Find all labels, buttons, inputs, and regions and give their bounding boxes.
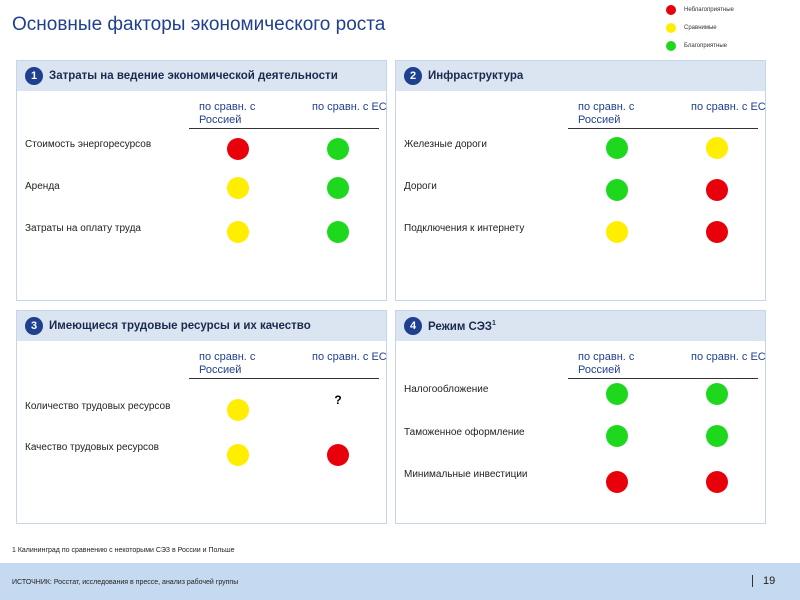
row-label: Качество трудовых ресурсов: [25, 442, 159, 453]
legend-item: Неблагоприятные: [666, 5, 734, 15]
rating-dot: [227, 444, 249, 466]
rating-dot: [706, 471, 728, 493]
panel-title: Инфраструктура: [428, 70, 524, 82]
legend-label: Неблагоприятные: [684, 7, 734, 13]
column-header: по сравн. с ЕС: [691, 351, 766, 363]
legend-label: Благоприятные: [684, 43, 727, 49]
column-header: по сравн. с Россией: [199, 101, 256, 126]
rating-dot: [706, 137, 728, 159]
rating-dot: [606, 425, 628, 447]
panel-number: 4: [404, 317, 422, 335]
rating-dot: [606, 471, 628, 493]
legend-item: Сравнимые: [666, 23, 717, 33]
column-header: по сравн. с ЕС: [312, 101, 387, 113]
rating-dot: [227, 177, 249, 199]
rating-dot: [606, 383, 628, 405]
panel-header: 2 Инфраструктура: [396, 61, 765, 91]
panel-number: 1: [25, 67, 43, 85]
column-rule: [568, 378, 758, 379]
panel-title: Режим СЭЗ1: [428, 319, 496, 333]
row-label: Подключения к интернету: [404, 223, 525, 234]
column-rule: [189, 378, 379, 379]
legend-swatch: [666, 23, 676, 33]
rating-dot: [327, 177, 349, 199]
footnote: 1 Калининград по сравнению с некоторыми …: [12, 547, 235, 554]
rating-dot: [706, 383, 728, 405]
column-header: по сравн. с Россией: [578, 351, 635, 376]
rating-dot: [706, 179, 728, 201]
row-label: Затраты на оплату труда: [25, 223, 141, 234]
row-label: Дороги: [404, 181, 437, 192]
rating-dot: [327, 138, 349, 160]
column-header: по сравн. с Россией: [578, 101, 635, 126]
rating-dot: [606, 221, 628, 243]
panel-number: 3: [25, 317, 43, 335]
rating-dot: [227, 138, 249, 160]
column-rule: [568, 128, 758, 129]
panel-number: 2: [404, 67, 422, 85]
legend-swatch: [666, 5, 676, 15]
row-label: Налогообложение: [404, 384, 489, 395]
panel: 3 Имеющиеся трудовые ресурсы и их качеств…: [16, 310, 387, 524]
panel: 4 Режим СЭЗ1 по сравн. с Россией по сравн. …: [395, 310, 766, 524]
rating-dot: [327, 221, 349, 243]
column-header: по сравн. с ЕС: [691, 101, 766, 113]
rating-dot: [606, 137, 628, 159]
legend-item: Благоприятные: [666, 41, 727, 51]
column-header: по сравн. с Россией: [199, 351, 256, 376]
legend-label: Сравнимые: [684, 25, 717, 31]
row-label: Таможенное оформление: [404, 427, 525, 438]
rating-dot: [227, 399, 249, 421]
slide-title: Основные факторы экономического роста: [12, 14, 386, 35]
rating-unknown: ?: [334, 393, 342, 407]
row-label: Количество трудовых ресурсов: [25, 401, 171, 412]
panel-title: Затраты на ведение экономической деятель…: [49, 70, 338, 82]
rating-dot: [706, 221, 728, 243]
source: ИСТОЧНИК: Росстат, исследования в прессе…: [12, 579, 239, 586]
panel-header: 1 Затраты на ведение экономической деятел…: [17, 61, 386, 91]
panel-header: 3 Имеющиеся трудовые ресурсы и их качеств…: [17, 311, 386, 341]
row-label: Стоимость энергоресурсов: [25, 139, 152, 150]
rating-dot: [706, 425, 728, 447]
row-label: Железные дороги: [404, 139, 487, 150]
rating-dot: [327, 444, 349, 466]
footnote-mark: 1: [491, 319, 496, 327]
row-label: Минимальные инвестиции: [404, 469, 528, 480]
column-rule: [189, 128, 379, 129]
row-label: Аренда: [25, 181, 60, 192]
rating-dot: [227, 221, 249, 243]
page-number: 19: [752, 575, 775, 587]
panel-header: 4 Режим СЭЗ1: [396, 311, 765, 341]
column-header: по сравн. с ЕС: [312, 351, 387, 363]
rating-dot: [606, 179, 628, 201]
panel-title: Имеющиеся трудовые ресурсы и их качество: [49, 320, 311, 332]
panel: 2 Инфраструктура по сравн. с Россией по сра…: [395, 60, 766, 301]
legend-swatch: [666, 41, 676, 51]
footer-bar: [0, 563, 800, 600]
panel: 1 Затраты на ведение экономической деятел…: [16, 60, 387, 301]
